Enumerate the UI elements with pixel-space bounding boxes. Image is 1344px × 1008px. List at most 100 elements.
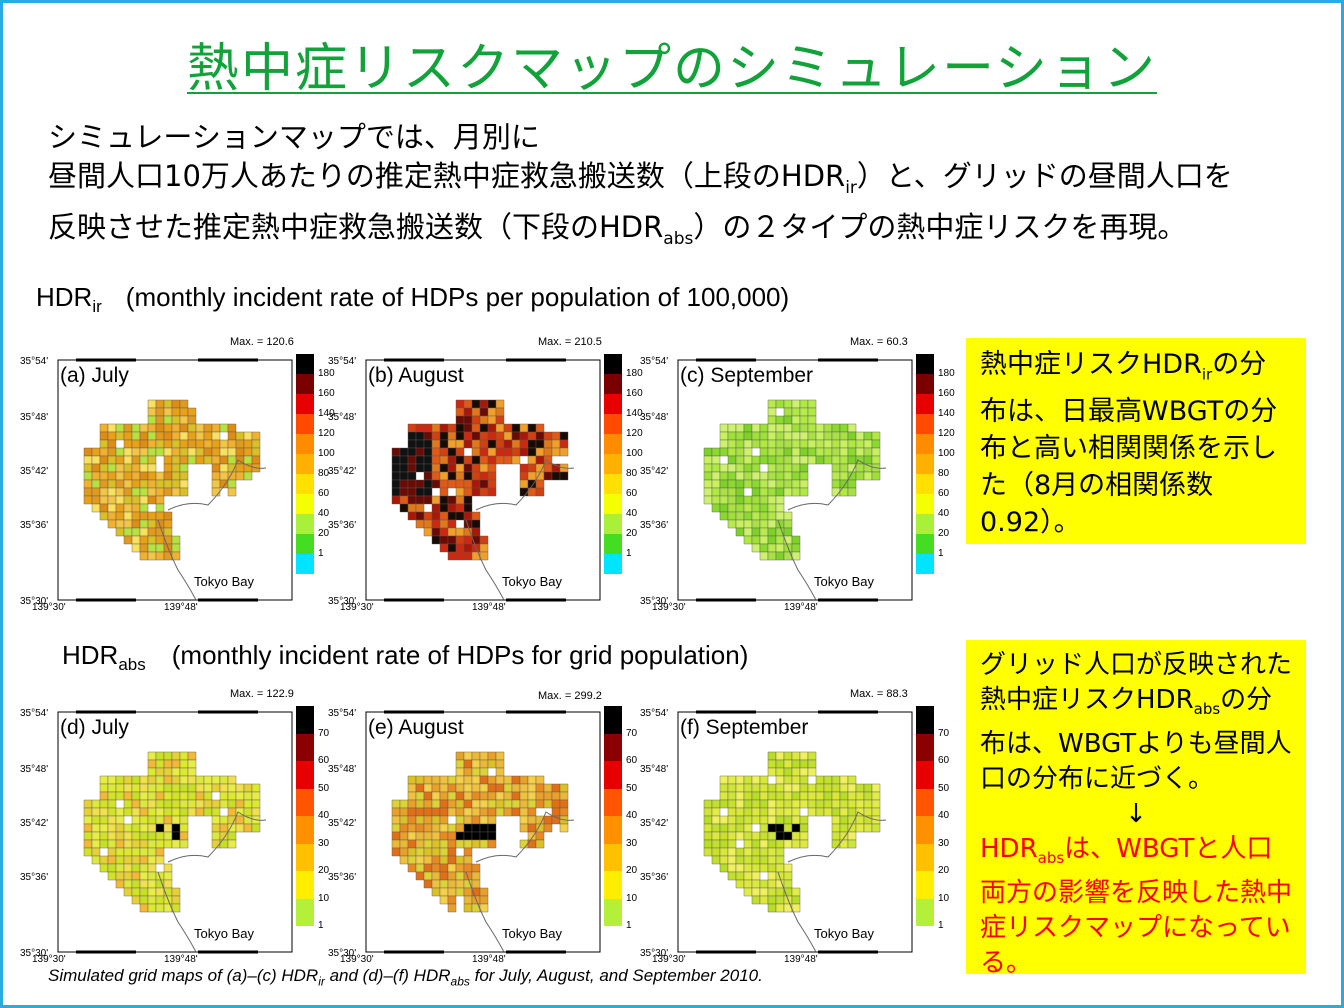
grid-cell — [235, 471, 245, 481]
grid-cell — [551, 791, 561, 801]
grid-cell — [243, 791, 253, 801]
grid-cell — [719, 799, 729, 809]
grid-cell — [535, 439, 545, 449]
grid-cell — [783, 439, 793, 449]
colorbar-segment — [296, 434, 314, 454]
max-label: Max. = 299.2 — [538, 690, 602, 702]
grid-cell — [163, 407, 173, 417]
grid-cell — [767, 839, 777, 849]
grid-cell — [751, 847, 761, 857]
grid-cell — [407, 479, 417, 489]
grid-cell — [871, 447, 881, 457]
grid-cell — [415, 511, 425, 521]
grid-cell — [527, 431, 537, 441]
colorbar-tick: 140 — [318, 408, 335, 419]
grid-cell — [783, 415, 793, 425]
colorbar-tick: 30 — [318, 837, 330, 849]
grid-cell — [131, 479, 141, 489]
grid-cell — [511, 447, 521, 457]
grid-cell — [471, 511, 481, 521]
note-abs-red: HDRabsは、WBGTと人口両方の影響を反映した熱中症リスクマップになっている… — [980, 832, 1292, 981]
grid-cell — [855, 799, 865, 809]
grid-cell — [511, 423, 521, 433]
grid-cell — [203, 423, 213, 433]
grid-cell — [495, 455, 505, 465]
grid-cell — [471, 871, 481, 881]
grid-cell — [139, 823, 149, 833]
grid-cell — [807, 767, 817, 777]
grid-cell — [735, 479, 745, 489]
grid-cell — [447, 871, 457, 881]
grid-cell — [115, 447, 125, 457]
grid-cell — [479, 471, 489, 481]
lat-label: 35°42' — [20, 818, 49, 829]
grid-cell — [759, 879, 769, 889]
colorbar-tick: 70 — [318, 727, 330, 739]
colorbar-segment — [296, 414, 314, 434]
grid-cell — [447, 807, 457, 817]
grid-cell — [171, 415, 181, 425]
note-abs: グリッド人口が反映された熱中症リスクHDRabsの分布は、WBGTよりも昼間人口… — [966, 640, 1306, 978]
grid-cell — [863, 455, 873, 465]
grid-cell — [495, 767, 505, 777]
grid-cell — [139, 535, 149, 545]
map-panel-d: Max. = 122.9 (d) July Tokyo Bay 35°54' 35°48… — [20, 686, 329, 965]
grid-cell — [415, 775, 425, 785]
grid-cell — [751, 495, 761, 505]
grid-cell — [495, 415, 505, 425]
grid-cell — [759, 815, 769, 825]
grid-cell — [115, 855, 125, 865]
lat-label: 35°48' — [328, 412, 357, 423]
grid-cell — [107, 495, 117, 505]
grid-cell — [831, 799, 841, 809]
grid-cell — [171, 455, 181, 465]
colorbar-tick: 160 — [626, 388, 643, 399]
grid-cell — [487, 791, 497, 801]
grid-cell — [139, 527, 149, 537]
grid-cell — [163, 759, 173, 769]
grid-cell — [447, 847, 457, 857]
grid-cell — [791, 487, 801, 497]
grid-cell — [479, 543, 489, 553]
grid-cell — [751, 423, 761, 433]
grid-cell — [187, 431, 197, 441]
grid-cell — [99, 855, 109, 865]
grid-cell — [139, 783, 149, 793]
grid-cell — [871, 471, 881, 481]
grid-cell — [783, 863, 793, 873]
grid-cell — [439, 503, 449, 513]
grid-cell — [423, 487, 433, 497]
grid-cell — [759, 799, 769, 809]
grid-cell — [535, 423, 545, 433]
grid-cell — [131, 791, 141, 801]
grid-cell — [839, 423, 849, 433]
lat-label: 35°54' — [20, 708, 49, 719]
grid-cell — [179, 783, 189, 793]
grid-cell — [743, 831, 753, 841]
grid-cell — [171, 783, 181, 793]
grid-cell — [431, 823, 441, 833]
grid-cell — [139, 815, 149, 825]
grid-cell — [807, 807, 817, 817]
grid-cell — [479, 887, 489, 897]
grid-cell — [463, 751, 473, 761]
grid-cell — [783, 455, 793, 465]
grid-cell — [455, 495, 465, 505]
lon-label: 139°48' — [472, 954, 506, 965]
map-svg — [57, 710, 293, 954]
grid-cell — [711, 799, 721, 809]
note-abs-black-sub: abs — [1193, 700, 1221, 719]
grid-cell — [439, 799, 449, 809]
grid-cell — [431, 519, 441, 529]
grid-cell — [187, 759, 197, 769]
grid-cell — [123, 783, 133, 793]
grid-cell — [711, 831, 721, 841]
grid-cell — [703, 815, 713, 825]
grid-cell — [203, 791, 213, 801]
grid-cell — [519, 463, 529, 473]
grid-cell — [487, 487, 497, 497]
grid-cell — [431, 439, 441, 449]
grid-cell — [551, 799, 561, 809]
grid-cell — [431, 855, 441, 865]
grid-cell — [743, 887, 753, 897]
